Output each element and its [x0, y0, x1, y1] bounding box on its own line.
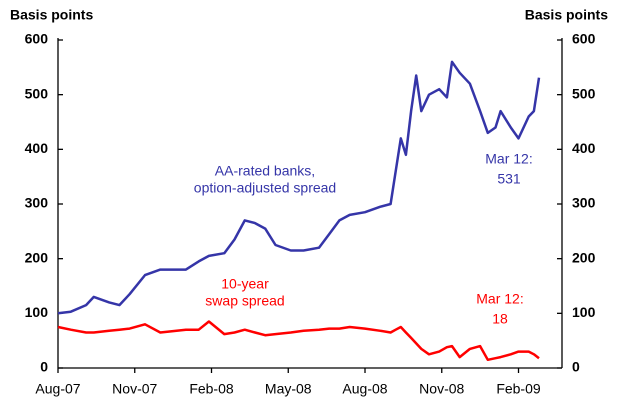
- annotation: 18: [492, 311, 508, 327]
- y-axis-label-left: Basis points: [10, 7, 93, 23]
- y-tick-label-left: 400: [25, 140, 49, 156]
- annotation: option-adjusted spread: [194, 180, 336, 196]
- annotation: 531: [497, 171, 521, 187]
- y-tick-label-left: 0: [40, 359, 48, 375]
- annotation: swap spread: [205, 293, 284, 309]
- y-tick-label-left: 200: [25, 249, 49, 265]
- x-tick-label: Aug-07: [35, 381, 80, 397]
- series-line: [57, 320, 540, 362]
- annotation: AA-rated banks,: [215, 163, 315, 179]
- y-axis-label-right: Basis points: [525, 7, 608, 23]
- y-tick-label-right: 100: [572, 304, 596, 320]
- y-tick-label-right: 400: [572, 140, 596, 156]
- x-tick-label: May-08: [265, 381, 312, 397]
- y-tick-label-left: 600: [25, 31, 49, 47]
- y-tick-label-left: 300: [25, 195, 49, 211]
- x-tick-label: Feb-09: [496, 381, 541, 397]
- annotation: 10-year: [221, 276, 269, 292]
- annotation: Mar 12:: [485, 151, 532, 167]
- x-tick-label: Nov-08: [419, 381, 464, 397]
- x-tick-label: Aug-08: [342, 381, 387, 397]
- y-tick-label-left: 500: [25, 85, 49, 101]
- y-tick-label-right: 200: [572, 249, 596, 265]
- y-tick-label-right: 0: [572, 359, 580, 375]
- y-tick-label-left: 100: [25, 304, 49, 320]
- y-tick-label-right: 500: [572, 85, 596, 101]
- y-tick-label-right: 600: [572, 31, 596, 47]
- annotation: Mar 12:: [476, 291, 523, 307]
- series-line: [57, 60, 541, 315]
- y-tick-label-right: 300: [572, 195, 596, 211]
- x-tick-label: Feb-08: [189, 381, 234, 397]
- x-tick-label: Nov-07: [112, 381, 157, 397]
